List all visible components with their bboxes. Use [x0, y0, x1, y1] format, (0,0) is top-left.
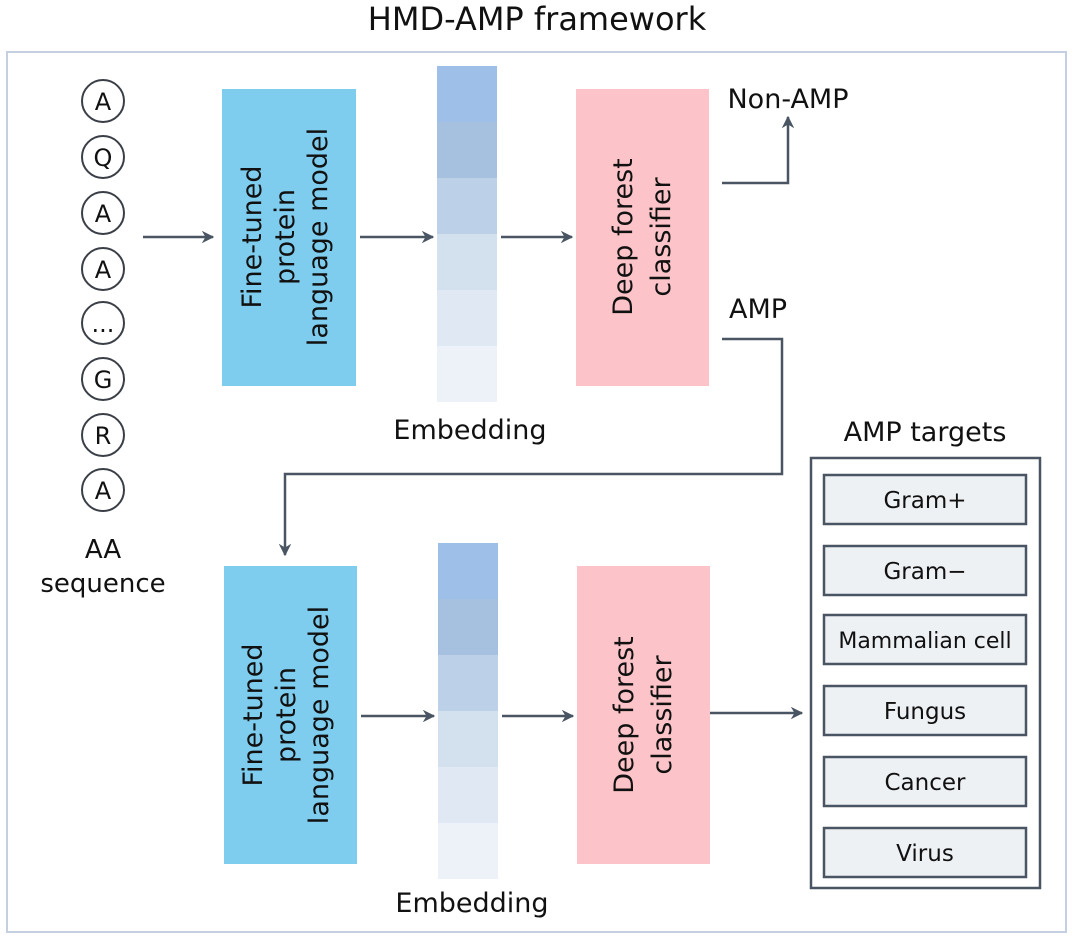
- embedding-cell: [437, 66, 497, 122]
- model1-line1: Fine-tuned: [237, 165, 268, 308]
- arrow-to-non-amp: [722, 115, 795, 185]
- amp-label: AMP: [729, 294, 787, 325]
- target-item-label: Mammalian cell: [838, 629, 1011, 654]
- target-item-box: [822, 755, 1028, 808]
- arrow-amp-to-stage2: [278, 337, 784, 557]
- diagram-title: HMD-AMP framework: [368, 0, 707, 38]
- model1-line3: language model: [303, 128, 334, 346]
- language-model-box-2: [224, 566, 357, 864]
- residue-letter: G: [94, 366, 113, 394]
- language-model-box-1: [222, 89, 356, 386]
- residue-circle: [81, 135, 125, 179]
- embedding-cell: [438, 655, 498, 711]
- embedding-cell: [437, 178, 497, 234]
- embedding-cell: [437, 290, 497, 346]
- residue-circle: [81, 413, 125, 457]
- target-item-box: [822, 684, 1028, 737]
- embedding-cell: [437, 234, 497, 290]
- embedding-cell: [438, 711, 498, 767]
- residue-letter: A: [95, 200, 112, 228]
- embedding-2: [438, 543, 498, 879]
- residue-letter: ...: [92, 310, 115, 338]
- classifier2-line2: classifier: [647, 654, 678, 774]
- non-amp-label: Non-AMP: [727, 84, 848, 115]
- target-item-box: [822, 473, 1028, 526]
- model2-line2: protein: [271, 667, 302, 763]
- amp-targets-title: AMP targets: [844, 417, 1007, 448]
- embedding-1: [437, 66, 497, 402]
- classifier2-line1: Deep forest: [609, 636, 640, 794]
- amp-targets-list: Gram+ Gram− Mammalian cell Fungus Cancer Viru…: [822, 473, 1028, 879]
- target-item-label: Virus: [896, 841, 954, 867]
- residue-letter: R: [95, 422, 112, 450]
- target-item-label: Gram−: [883, 559, 966, 585]
- embedding-cell: [438, 599, 498, 655]
- model2-line3: language model: [304, 606, 335, 824]
- residue-circle: [81, 357, 125, 401]
- classifier-box-1: [576, 89, 709, 386]
- amp-targets-box: [809, 456, 1042, 890]
- embedding-cell: [437, 122, 497, 178]
- model1-line2: protein: [270, 189, 301, 285]
- classifier1-line2: classifier: [646, 176, 677, 296]
- target-item-label: Cancer: [885, 770, 967, 796]
- residue-circle: [81, 468, 125, 512]
- model2-line1: Fine-tuned: [238, 643, 269, 786]
- target-item-label: Fungus: [884, 699, 966, 725]
- embedding-cell: [438, 767, 498, 823]
- residue-letter: A: [95, 256, 112, 284]
- residue-circle: [81, 247, 125, 291]
- aa-sequence-label-line1: AA: [85, 535, 122, 565]
- residue-circle: [81, 79, 125, 123]
- residue-letter: Q: [94, 144, 113, 172]
- residue-circle: [81, 301, 125, 345]
- target-item-label: Gram+: [883, 488, 966, 514]
- residue-letter: A: [95, 88, 112, 116]
- embedding-1-label: Embedding: [393, 415, 546, 446]
- residue-circle: [81, 191, 125, 235]
- embedding-2-label: Embedding: [395, 888, 548, 919]
- outer-frame: [6, 51, 1067, 933]
- embedding-cell: [437, 346, 497, 402]
- classifier1-line1: Deep forest: [608, 158, 639, 316]
- aa-sequence-label-line2: sequence: [40, 569, 165, 599]
- target-item-box: [822, 826, 1028, 879]
- embedding-cell: [438, 543, 498, 599]
- target-item-box: [822, 544, 1028, 597]
- classifier-box-2: [577, 566, 710, 864]
- target-item-box: [822, 613, 1028, 666]
- residue-letter: A: [95, 477, 112, 505]
- embedding-cell: [438, 823, 498, 879]
